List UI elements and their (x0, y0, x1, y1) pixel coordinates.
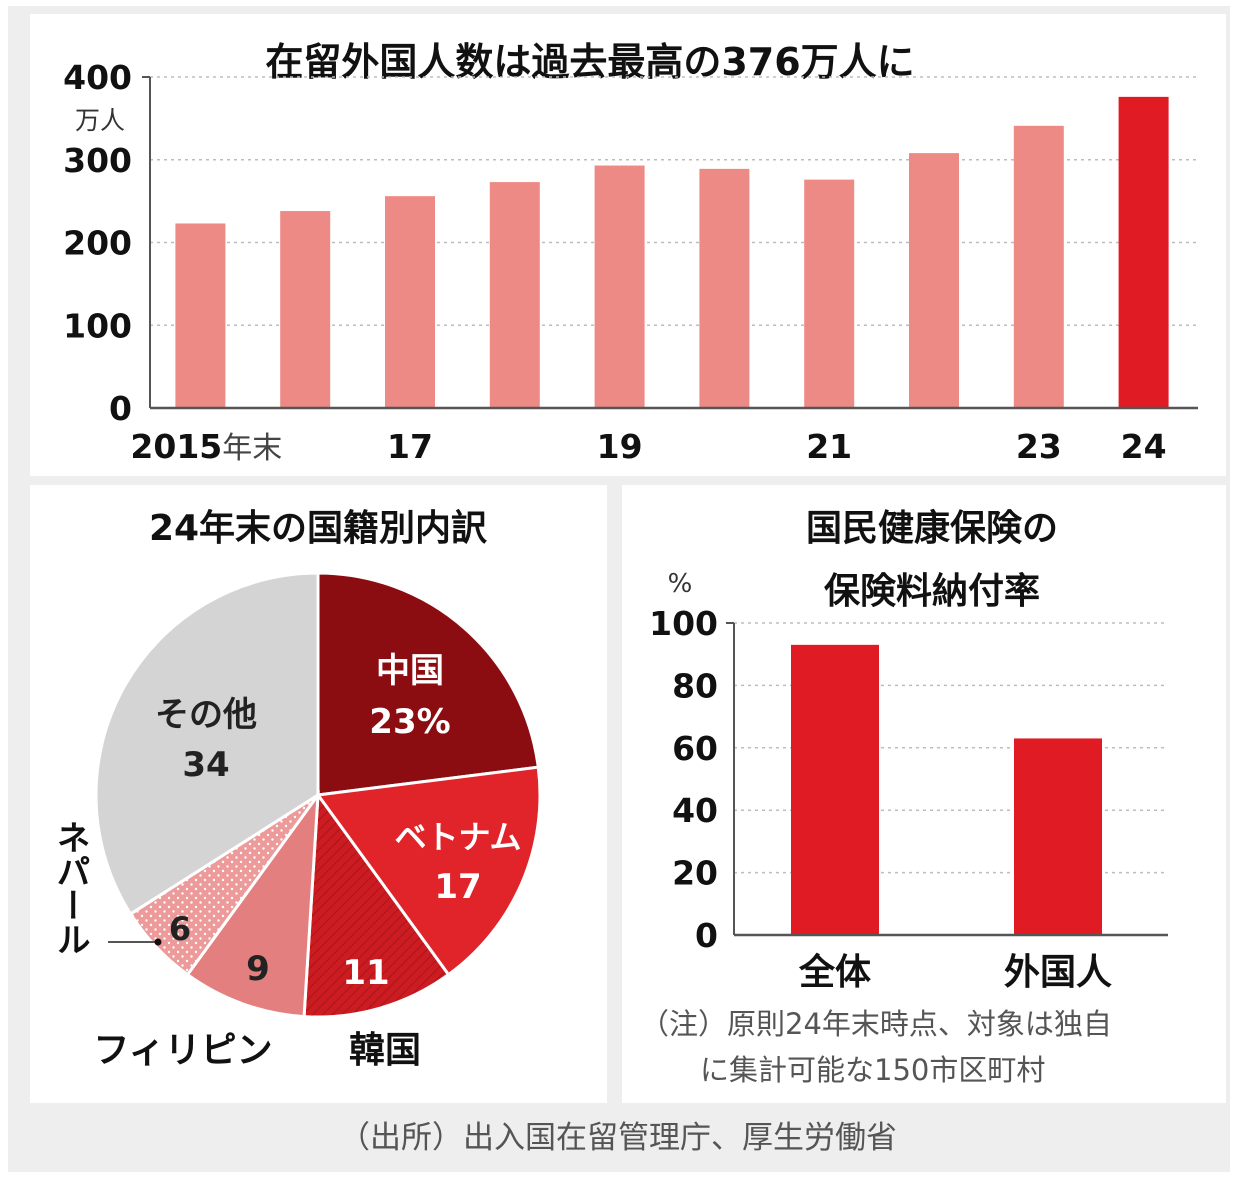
chart1-bar-2020 (699, 168, 750, 408)
pie-slice-philippines (185, 789, 320, 1019)
chart1-x-tick-label: 21 (806, 427, 852, 466)
chart3-y-tick-label: 0 (695, 916, 718, 955)
source-note: （出所）出入国在留管理庁、厚生労働省 (339, 1120, 897, 1156)
chart1-bar-2018 (489, 182, 540, 408)
nepal-value: 6 (169, 910, 191, 948)
china-label: 中国 (376, 651, 444, 691)
chart1-y-tick-label: 0 (109, 389, 132, 428)
korea-value: 11 (342, 953, 389, 993)
chart1-y-tick-label: 100 (63, 306, 132, 345)
chart3-y-tick-label: 80 (672, 666, 718, 705)
chart3-y-tick-label: 100 (649, 604, 718, 643)
chart1-bar-2016 (280, 211, 331, 408)
chart3-note-line1: （注）原則24年末時点、対象は独自 (640, 1007, 1112, 1041)
chart1-y-tick-label: 400 (63, 58, 132, 97)
nepal-leader-dot (154, 938, 162, 946)
chart1-x-tick-label: 19 (597, 427, 643, 466)
chart1-x-tick-label: 2015年末 (130, 427, 282, 466)
chart3-y-tick-label: 60 (672, 729, 718, 768)
philippines-label: フィリピン (93, 1030, 272, 1071)
chart3-title-line2: 保険料納付率 (824, 571, 1040, 612)
chart1-bar-2024 (1118, 96, 1169, 409)
korea-label: 韓国 (349, 1030, 421, 1071)
nationality-pie-chart: 24年末の国籍別内訳 中国 23% ベトナム 17 11 韓国 9 フィリピン … (50, 508, 542, 1071)
vietnam-value: 17 (434, 867, 481, 907)
chart1-bar-2022 (909, 153, 959, 408)
chart1-y-tick-label: 300 (63, 141, 132, 180)
chart3-title-line1: 国民健康保険の (806, 507, 1058, 549)
chart3-x-tick-label: 全体 (798, 951, 871, 993)
chart1-y-unit: 万人 (75, 106, 125, 135)
chart3-y-tick-label: 40 (672, 791, 718, 830)
pie-slice-other (94, 571, 320, 917)
chart1-bar-2019 (594, 165, 645, 408)
nepal-label: ネパール (50, 820, 90, 956)
chart1-x-tick-label: 23 (1016, 427, 1062, 466)
chart1-title: 在留外国人数は過去最高の376万人に (265, 40, 914, 84)
philippines-value: 9 (246, 949, 270, 989)
chart1-x-tick-label: 24 (1121, 427, 1167, 466)
chart3-y-unit: % (668, 569, 693, 599)
chart3-bar-all (791, 644, 879, 935)
chart3-note-line2: に集計可能な150市区町村 (700, 1053, 1045, 1087)
insurance-panel (622, 485, 1226, 1103)
chart3-x-tick-label: 外国人 (1004, 952, 1112, 993)
chart3-y-tick-label: 20 (672, 854, 718, 893)
chart2-title: 24年末の国籍別内訳 (149, 508, 488, 549)
chart3-bar-foreigners (1014, 738, 1102, 935)
foreign-residents-bar-chart: 在留外国人数は過去最高の376万人に 万人 0 100 200 300 400 2015… (63, 40, 1198, 466)
vietnam-label: ベトナム (394, 818, 521, 856)
china-value: 23% (369, 702, 450, 742)
pie-slice-china (316, 571, 540, 797)
insurance-payment-rate-chart: 国民健康保険の 保険料納付率 % 0 20 40 60 80 100 全体 外国人 （注）原… (640, 507, 1168, 1087)
chart1-bar-2021 (804, 179, 855, 408)
pie-slice-korea (302, 790, 451, 1019)
chart1-bar-2017 (385, 196, 435, 408)
chart1-bar-2015 (175, 223, 226, 408)
chart1-x-tick-label: 17 (387, 427, 433, 466)
pie-slice-vietnam (315, 765, 542, 977)
other-value: 34 (182, 745, 229, 785)
chart1-bar-2023 (1013, 125, 1064, 408)
chart1-y-tick-label: 200 (63, 224, 132, 263)
other-label: その他 (155, 695, 257, 735)
